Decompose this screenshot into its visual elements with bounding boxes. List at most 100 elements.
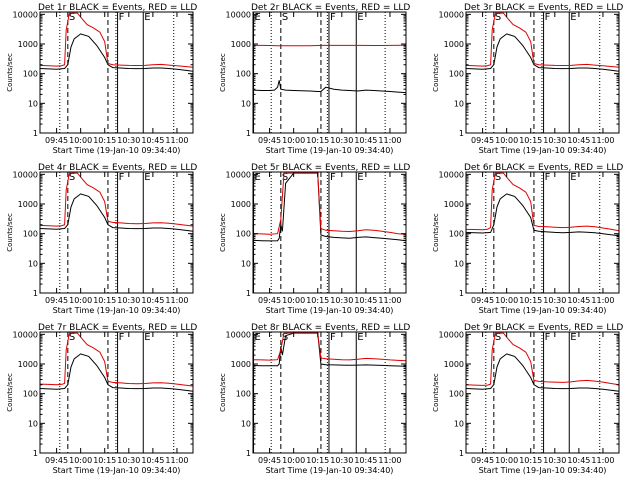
time-marker-label: E	[255, 12, 261, 23]
plot-frame	[39, 11, 194, 134]
x-tick-label: 11:00	[378, 296, 401, 305]
x-tick-label: 10:45	[141, 456, 164, 465]
y-tick-label: 10000	[13, 170, 38, 179]
time-marker-label: S	[495, 332, 501, 343]
y-tick-label: 1000	[231, 360, 251, 369]
time-marker-label: E	[570, 12, 576, 23]
time-marker-label: F	[330, 12, 336, 23]
events-series-line	[466, 33, 619, 72]
x-axis-label: Start Time (19-Jan-10 09:34:40)	[479, 306, 607, 315]
x-tick-label: 10:00	[495, 136, 518, 145]
y-axis-label: Counts/sec	[6, 53, 14, 92]
y-axis-label: Counts/sec	[432, 373, 440, 412]
x-tick-label: 09:45	[45, 456, 68, 465]
x-tick-label: 09:45	[471, 296, 494, 305]
y-tick-label: 100	[236, 230, 251, 239]
x-tick-label: 10:45	[141, 296, 164, 305]
events-series-line	[466, 193, 619, 237]
events-series-line	[40, 193, 193, 232]
lld-series-line	[466, 172, 619, 232]
y-axis-label: Counts/sec	[219, 53, 227, 92]
y-tick-label: 100	[236, 390, 251, 399]
x-axis-label: Start Time (19-Jan-10 09:34:40)	[266, 306, 394, 315]
x-tick-label: 10:15	[306, 456, 329, 465]
detector-panel: S F E 1 10 100 1000 10000 09:45 10:00 10:15 10:30 10…	[432, 163, 623, 315]
y-tick-label: 1	[33, 289, 38, 298]
x-tick-label: 10:00	[495, 456, 518, 465]
x-tick-label: 10:00	[69, 456, 92, 465]
time-marker-label: S	[495, 172, 501, 183]
lld-series-line	[40, 12, 193, 68]
time-marker-label: E	[144, 172, 150, 183]
time-marker-label: E	[570, 172, 576, 183]
y-tick-label: 10	[241, 259, 251, 268]
x-tick-label: 10:30	[543, 136, 566, 145]
x-tick-label: 10:30	[543, 456, 566, 465]
x-tick-label: 10:15	[519, 296, 542, 305]
plot-frame	[465, 11, 620, 134]
time-marker-label: E	[357, 332, 363, 343]
x-tick-label: 10:30	[330, 296, 353, 305]
x-tick-label: 10:15	[306, 296, 329, 305]
plot-frame	[39, 171, 194, 294]
y-tick-label: 1	[246, 129, 251, 138]
time-marker-label: F	[330, 172, 336, 183]
x-tick-label: 10:45	[141, 136, 164, 145]
x-tick-label: 10:00	[282, 456, 305, 465]
plot-frame	[465, 331, 620, 454]
x-tick-label: 10:00	[69, 136, 92, 145]
x-tick-label: 11:00	[591, 456, 614, 465]
y-tick-label: 100	[23, 390, 38, 399]
time-marker-label: E	[357, 172, 363, 183]
y-tick-label: 10	[28, 259, 38, 268]
y-tick-label: 100	[23, 70, 38, 79]
x-tick-label: 09:45	[258, 296, 281, 305]
x-tick-label: 10:45	[354, 456, 377, 465]
lld-series-line	[466, 12, 619, 68]
time-marker-label: S	[282, 12, 288, 23]
panel-title: Det 7r BLACK = Events, RED = LLD	[38, 323, 197, 333]
y-tick-label: 10000	[439, 10, 464, 19]
x-tick-label: 11:00	[165, 136, 188, 145]
time-marker-label: F	[119, 172, 125, 183]
y-tick-label: 10000	[439, 330, 464, 339]
events-series-line	[253, 80, 406, 94]
plot-frame	[39, 331, 194, 454]
x-tick-label: 10:00	[282, 136, 305, 145]
detector-panel: S F E 1 10 100 1000 10000 09:45 10:00 10:15 10:30 10…	[432, 3, 623, 155]
panel-title: Det 6r BLACK = Events, RED = LLD	[464, 163, 623, 173]
panel-title: Det 5r BLACK = Events, RED = LLD	[251, 163, 410, 173]
x-tick-label: 10:15	[93, 456, 116, 465]
y-axis-label: Counts/sec	[219, 213, 227, 252]
panel-title: Det 1r BLACK = Events, RED = LLD	[38, 3, 197, 13]
time-marker-label: S	[282, 172, 288, 183]
y-tick-label: 10	[454, 419, 464, 428]
y-tick-label: 10000	[226, 170, 251, 179]
x-axis-label: Start Time (19-Jan-10 09:34:40)	[53, 306, 181, 315]
y-tick-label: 10	[241, 419, 251, 428]
panel-title: Det 2r BLACK = Events, RED = LLD	[251, 3, 410, 13]
lld-series-line	[40, 172, 193, 227]
time-marker-label: F	[330, 332, 336, 343]
x-tick-label: 10:30	[117, 456, 140, 465]
lld-series-line	[253, 332, 406, 362]
plot-frame	[252, 11, 407, 134]
x-tick-label: 10:00	[282, 296, 305, 305]
time-marker-label: E	[144, 332, 150, 343]
x-tick-label: 11:00	[378, 456, 401, 465]
y-tick-label: 10000	[226, 10, 251, 19]
x-axis-label: Start Time (19-Jan-10 09:34:40)	[266, 146, 394, 155]
y-tick-label: 1	[246, 449, 251, 458]
panel-title: Det 8r BLACK = Events, RED = LLD	[251, 323, 410, 333]
time-marker-label: S	[69, 332, 75, 343]
y-tick-label: 1	[33, 129, 38, 138]
y-tick-label: 1	[459, 129, 464, 138]
detector-panel: S F E 1 10 100 1000 10000 09:45 10:00 10:15 10:30 10…	[6, 323, 197, 475]
y-tick-label: 1	[459, 289, 464, 298]
y-tick-label: 10000	[13, 330, 38, 339]
time-marker-label: F	[545, 172, 551, 183]
x-axis-label: Start Time (19-Jan-10 09:34:40)	[479, 146, 607, 155]
x-tick-label: 11:00	[378, 136, 401, 145]
